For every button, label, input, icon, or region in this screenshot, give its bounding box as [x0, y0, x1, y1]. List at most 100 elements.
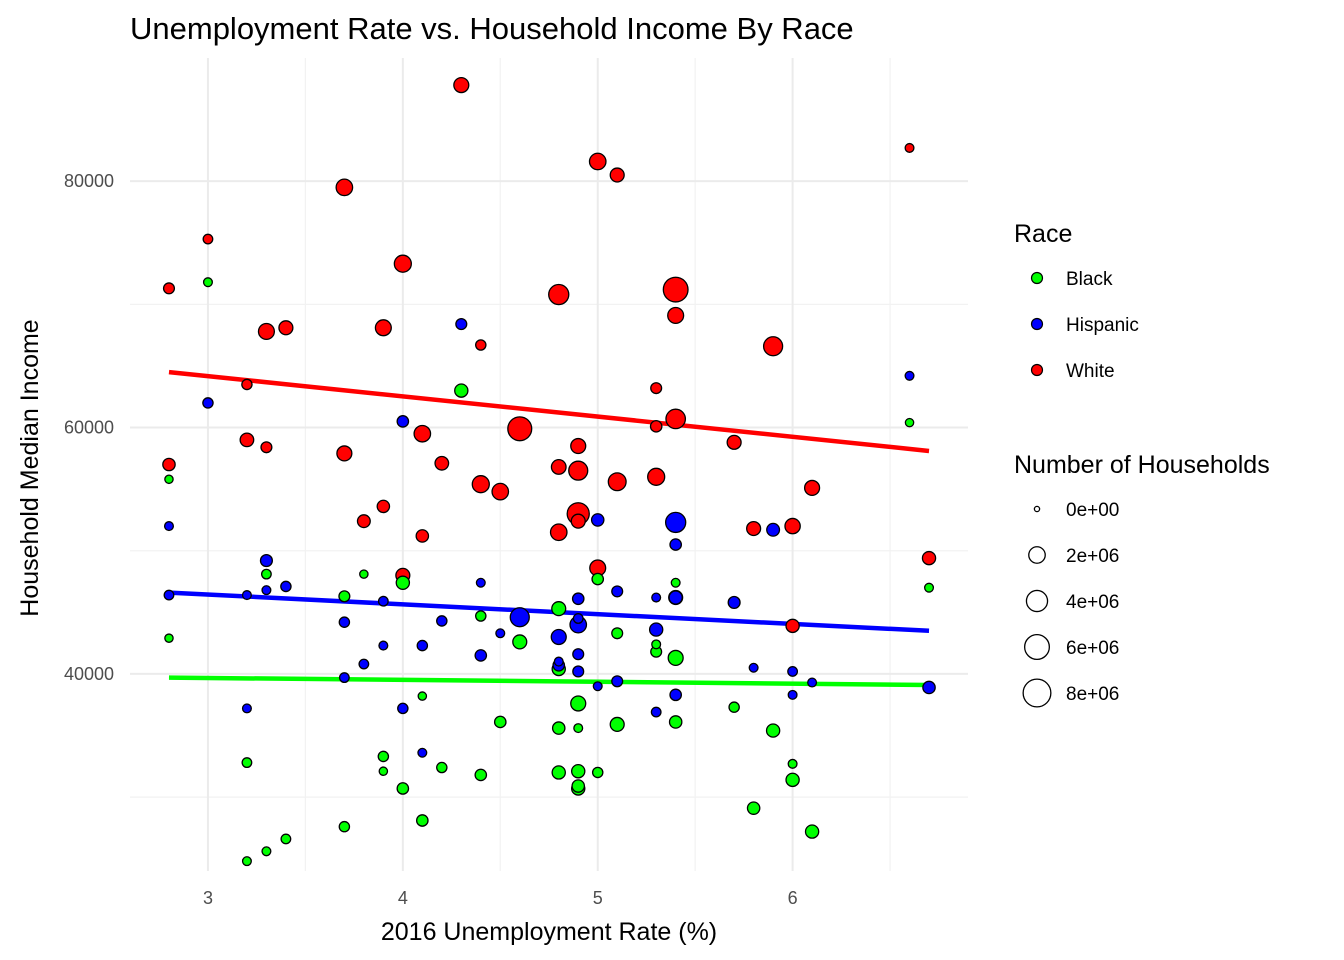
x-tick-label: 5 — [593, 888, 603, 908]
legend-race: Race Black Hispanic White — [1014, 220, 1139, 382]
data-point-hispanic — [611, 675, 624, 688]
data-point-black — [415, 814, 429, 827]
legend-size-label: 4e+06 — [1066, 592, 1119, 613]
data-point-white — [550, 459, 567, 475]
data-point-hispanic — [474, 649, 488, 662]
data-point-black — [667, 649, 684, 667]
legend-race-title: Race — [1014, 220, 1072, 248]
data-point-black — [280, 833, 292, 845]
data-point-hispanic — [922, 680, 936, 695]
legend-key-hispanic — [1030, 317, 1044, 331]
data-point-hispanic — [163, 521, 175, 532]
data-point-hispanic — [787, 689, 798, 700]
y-tick-label: 80000 — [64, 171, 114, 191]
data-point-black — [765, 723, 781, 738]
data-point-hispanic — [358, 658, 370, 670]
data-point-black — [923, 582, 935, 593]
data-point-black — [591, 766, 604, 779]
data-point-black — [785, 772, 800, 788]
x-axis-ticks: 3 4 5 6 — [203, 888, 798, 908]
data-point-black — [475, 610, 487, 622]
data-point-black — [359, 569, 369, 579]
data-point-white — [762, 336, 784, 357]
data-point-white — [356, 514, 371, 529]
legend-size: Number of Households 0e+00 2e+06 4e+06 6e+0… — [1014, 451, 1270, 708]
legend-size-label: 0e+00 — [1066, 500, 1119, 521]
data-point-black — [454, 383, 469, 398]
data-point-white — [568, 460, 589, 481]
y-axis-ticks: 40000 60000 80000 — [64, 171, 114, 684]
data-point-white — [647, 467, 666, 486]
data-point-black — [611, 627, 624, 640]
grid-lines — [130, 58, 968, 871]
data-point-white — [649, 419, 663, 433]
data-point-white — [453, 76, 470, 94]
data-point-white — [667, 306, 685, 325]
data-point-black — [396, 782, 410, 795]
data-point-black — [241, 757, 253, 769]
data-point-white — [607, 472, 627, 492]
data-point-black — [378, 766, 389, 777]
y-tick-label: 60000 — [64, 418, 114, 438]
data-point-hispanic — [455, 318, 468, 331]
trend-line-black — [168, 675, 930, 688]
legend-size-label: 2e+06 — [1066, 546, 1119, 567]
data-point-hispanic — [650, 706, 662, 718]
legend-size-label: 8e+06 — [1066, 684, 1119, 705]
data-point-white — [376, 499, 391, 514]
x-tick-label: 3 — [203, 888, 213, 908]
data-point-hispanic — [669, 688, 683, 702]
data-point-hispanic — [259, 554, 273, 568]
data-point-black — [512, 634, 528, 650]
legend-key-white — [1030, 363, 1044, 377]
data-point-hispanic — [807, 677, 818, 688]
data-point-white — [549, 523, 568, 542]
data-point-black — [904, 417, 915, 428]
trend-line-hispanic — [168, 590, 930, 634]
data-point-white — [726, 434, 742, 450]
data-point-black — [417, 691, 428, 701]
data-point-black — [202, 277, 213, 288]
data-point-hispanic — [261, 585, 272, 596]
data-point-black — [591, 572, 605, 586]
legend-key-black — [1030, 271, 1044, 285]
data-point-white — [471, 475, 490, 494]
data-point-black — [164, 633, 174, 643]
x-axis-title: 2016 Unemployment Rate (%) — [381, 918, 717, 946]
legend-label-black: Black — [1066, 269, 1113, 290]
data-point-white — [162, 282, 176, 295]
data-point-white — [162, 457, 176, 472]
data-point-white — [491, 482, 510, 501]
data-point-white — [803, 479, 821, 497]
data-point-hispanic — [338, 672, 350, 684]
legend-size-title: Number of Households — [1014, 451, 1270, 479]
data-point-white — [260, 441, 273, 454]
chart-title: Unemployment Rate vs. Household Income B… — [130, 11, 854, 46]
data-point-hispanic — [495, 628, 506, 639]
trend-line-white — [168, 369, 930, 454]
legend-label-white: White — [1066, 361, 1115, 382]
data-point-hispanic — [664, 511, 687, 534]
data-point-white — [588, 152, 607, 171]
data-point-white — [650, 382, 663, 395]
data-point-white — [202, 233, 214, 245]
data-point-white — [904, 142, 915, 153]
data-point-hispanic — [509, 607, 530, 628]
data-point-black — [377, 750, 390, 763]
data-point-hispanic — [766, 522, 781, 537]
data-point-hispanic — [550, 628, 567, 646]
data-point-hispanic — [748, 662, 759, 673]
data-point-white — [434, 455, 450, 471]
data-point-white — [570, 437, 587, 455]
legend-size-key — [1024, 634, 1050, 660]
data-point-black — [746, 801, 761, 815]
data-point-white — [257, 322, 276, 341]
data-point-white — [665, 408, 687, 430]
trend-lines — [168, 369, 930, 688]
data-points — [162, 76, 937, 867]
data-point-black — [571, 763, 586, 779]
data-point-black — [570, 695, 587, 712]
data-point-black — [241, 856, 252, 867]
data-point-hispanic — [592, 681, 603, 692]
